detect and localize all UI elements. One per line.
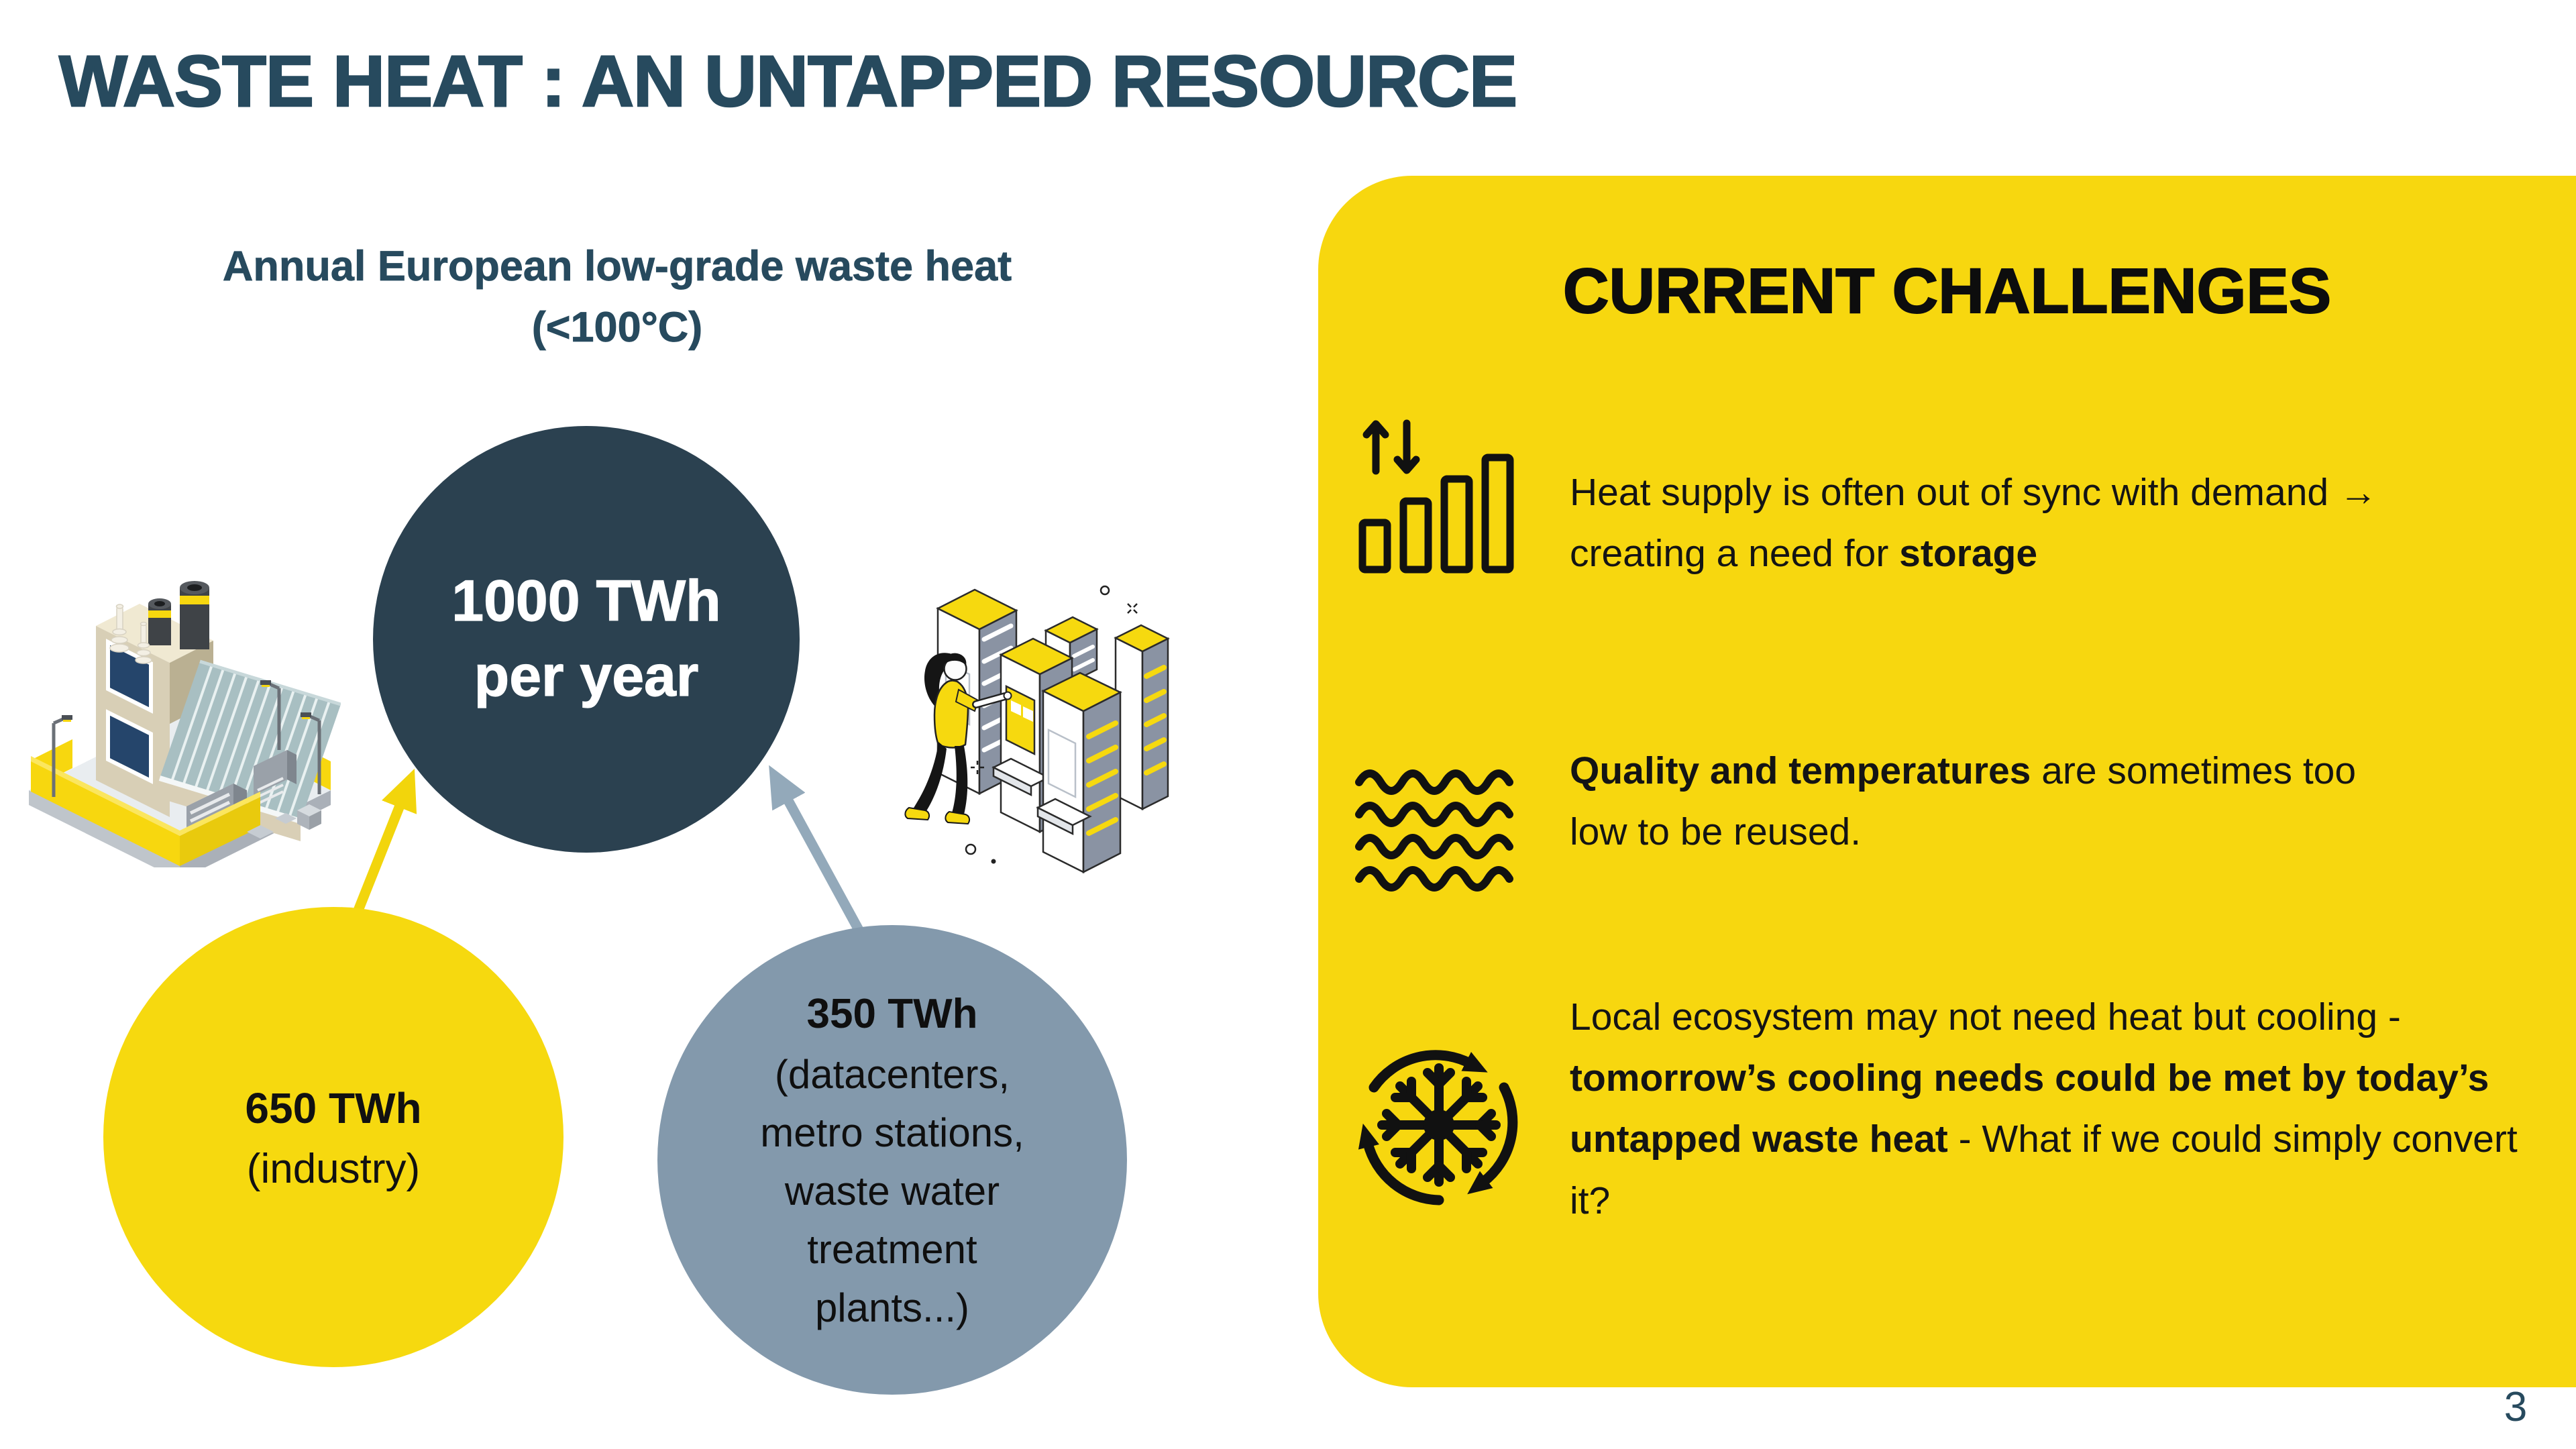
factory-fence-front-right (180, 797, 260, 866)
industry-bubble: 650 TWh (industry) (103, 907, 564, 1367)
factory-platform-side-left (29, 790, 180, 867)
factory-lamp-post-left (52, 715, 72, 797)
heat-waves-icon (1355, 769, 1513, 892)
page-number: 3 (2504, 1384, 2528, 1430)
challenge-item-text-3: Local ecosystem may not need heat but co… (1570, 996, 2518, 1222)
factory-illustration (29, 581, 341, 867)
factory-fence-front-left (31, 761, 180, 866)
arrow-other-to-total (769, 765, 871, 947)
factory-pad-2 (275, 813, 297, 824)
total-bubble-value: 1000 TWh (451, 569, 722, 634)
woman-figure (904, 653, 1012, 825)
challenge-item-text-1: Heat supply is often out of sync with de… (1570, 471, 2377, 576)
industry-bubble-caption: (industry) (246, 1145, 421, 1192)
other-bubble-caption-line: (datacenters, (774, 1052, 1010, 1097)
diagram-heading-line2: (<100°C) (531, 304, 703, 352)
factory-fence-front-right-top (180, 792, 260, 836)
current-challenges-panel: CURRENT CHALLENGES Heat supply is often … (1318, 176, 2576, 1387)
factory-window-lower (106, 709, 153, 784)
other-bubble-caption-line: plants...) (814, 1285, 970, 1330)
datacenter-rack-4 (1114, 624, 1170, 811)
total-bubble-caption: per year (474, 643, 699, 708)
diagram-heading-line1: Annual European low-grade waste heat (222, 243, 1012, 290)
datacenter-rack-3 (1036, 672, 1122, 874)
snowflake-recycle-icon (1358, 1050, 1518, 1205)
supply-demand-sync-icon (1358, 419, 1514, 574)
datacenter-illustration (904, 585, 1170, 874)
total-waste-heat-bubble: 1000 TWh per year (373, 426, 800, 853)
industry-bubble-value: 650 TWh (245, 1083, 422, 1132)
slide-title: WASTE HEAT : AN UNTAPPED RESOURCE (58, 40, 1519, 123)
factory-lamp-post-back-right (260, 680, 281, 750)
factory-lamp-post-right (301, 712, 321, 794)
factory-insulator-1 (109, 604, 129, 653)
panel-title: CURRENT CHALLENGES (1562, 255, 2332, 327)
other-bubble-caption-line: treatment (807, 1227, 977, 1272)
factory-cube (297, 804, 321, 830)
factory-fence-front-left-top (31, 756, 180, 836)
other-sources-bubble: 350 TWh (datacenters, metro stations, wa… (657, 925, 1127, 1395)
factory-pad-1 (247, 825, 274, 839)
factory-chimney-small (148, 598, 171, 645)
diagram-heading: Annual European low-grade waste heat (<1… (161, 236, 1073, 359)
factory-louver-unit-2 (254, 750, 297, 805)
other-bubble-caption-line: waste water (784, 1169, 1000, 1214)
factory-chimney-large (180, 581, 209, 649)
factory-insulator-2 (135, 621, 152, 664)
challenge-item-text-2: Quality and temperatures are sometimes t… (1570, 749, 2357, 854)
sparkle-marks (965, 585, 1138, 864)
other-bubble-caption-line: metro stations, (760, 1110, 1024, 1155)
other-bubble-value: 350 TWh (806, 991, 978, 1037)
